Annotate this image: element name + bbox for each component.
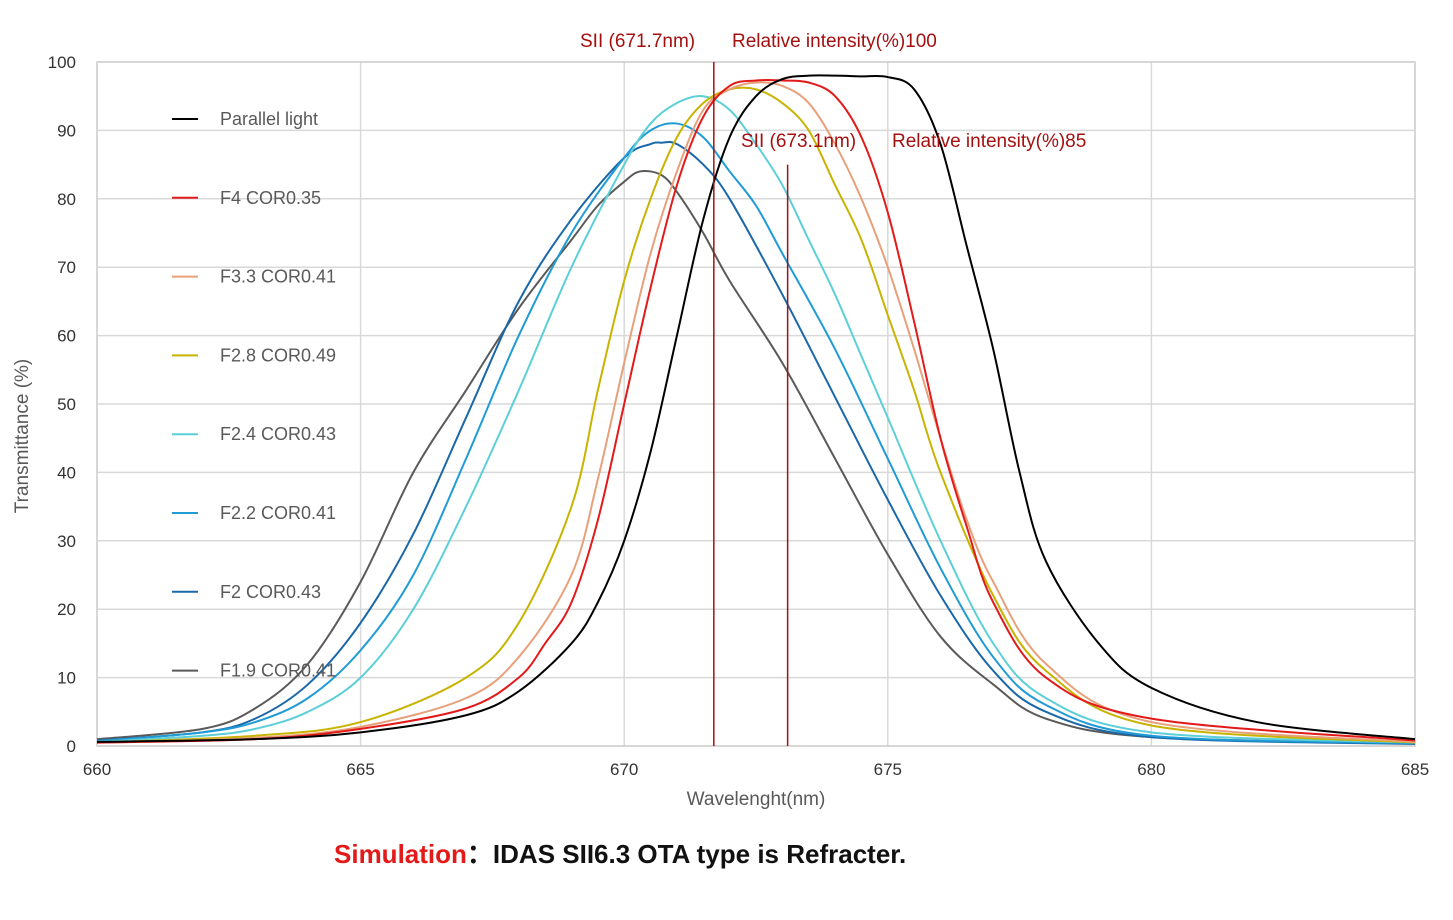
y-axis-title: Transmittance (%) xyxy=(12,359,33,514)
x-tick-label: 665 xyxy=(346,760,374,779)
series-line-f4-cor0-35 xyxy=(96,78,1416,744)
legend-label: F1.9 COR0.41 xyxy=(220,661,336,681)
legend-label: F4 COR0.35 xyxy=(220,188,321,208)
y-tick-label: 50 xyxy=(57,395,76,414)
legend-label: Parallel light xyxy=(220,109,318,129)
caption-label: Simulation xyxy=(334,839,467,869)
caption-text: IDAS SII6.3 OTA type is Refracter. xyxy=(492,839,907,869)
legend-label: F2 COR0.43 xyxy=(220,582,321,602)
y-tick-label: 80 xyxy=(57,190,76,209)
reference-line-label: SII (671.7nm) xyxy=(580,31,695,52)
simulation-caption: Simulation：IDAS SII6.3 OTA type is Refra… xyxy=(334,834,906,871)
y-tick-label: 60 xyxy=(57,327,76,346)
reference-line-label: SII (673.1nm) xyxy=(741,131,856,152)
x-tick-label: 680 xyxy=(1137,760,1165,779)
legend-label: F2.8 COR0.49 xyxy=(220,345,336,365)
grid-lines xyxy=(96,61,1416,747)
axis-ticks: 0 10 20 30 40 50 60 70 80 90 100 660 665 670 675 680 685 xyxy=(48,53,1430,779)
plot-area-border xyxy=(96,61,1416,747)
reference-intensity-label: Relative intensity(%)100 xyxy=(732,31,937,52)
y-tick-label: 100 xyxy=(48,53,76,72)
y-tick-label: 70 xyxy=(57,258,76,277)
x-tick-label: 675 xyxy=(874,760,902,779)
series-line-f3-3-cor0-41 xyxy=(96,81,1416,744)
series-line-f2-cor0-43 xyxy=(96,141,1416,745)
series-lines xyxy=(96,74,1416,745)
caption-separator: ： xyxy=(466,839,493,869)
reference-intensity-label: Relative intensity(%)85 xyxy=(892,131,1086,152)
series-line-f1-9-cor0-41 xyxy=(96,170,1416,745)
x-tick-label: 685 xyxy=(1401,760,1429,779)
x-axis-title: Wavelenght(nm) xyxy=(687,789,826,810)
series-line-f2-4-cor0-43 xyxy=(96,94,1416,744)
legend-label: F2.4 COR0.43 xyxy=(220,424,336,444)
x-tick-label: 660 xyxy=(83,760,111,779)
y-tick-label: 90 xyxy=(57,121,76,140)
legend: Parallel light F4 COR0.35 F3.3 COR0.41 F2.8… xyxy=(172,109,336,681)
series-line-parallel-light xyxy=(96,74,1416,743)
legend-label: F3.3 COR0.41 xyxy=(220,267,336,287)
reference-lines: SII (671.7nm) Relative intensity(%)100 SII… xyxy=(580,31,1086,746)
y-tick-label: 10 xyxy=(57,669,76,688)
y-tick-label: 20 xyxy=(57,600,76,619)
series-line-f2-2-cor0-41 xyxy=(96,122,1416,745)
legend-label: F2.2 COR0.41 xyxy=(220,503,336,523)
x-tick-label: 670 xyxy=(610,760,638,779)
y-tick-label: 30 xyxy=(57,532,76,551)
y-tick-label: 0 xyxy=(67,737,76,756)
series-line-f2-8-cor0-49 xyxy=(96,86,1416,744)
y-tick-label: 40 xyxy=(57,463,76,482)
